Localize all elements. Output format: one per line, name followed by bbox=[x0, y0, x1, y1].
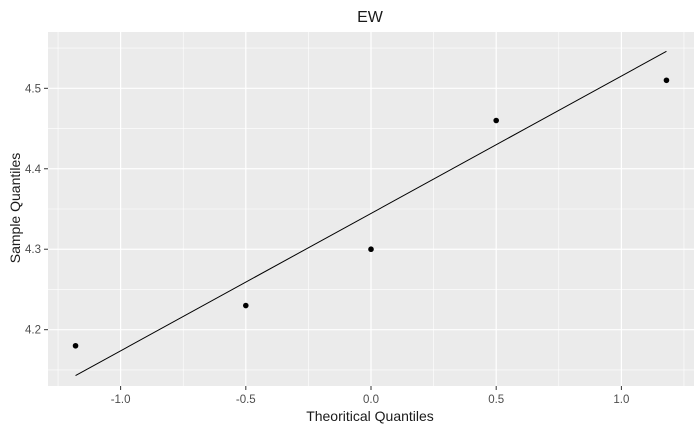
data-point bbox=[368, 246, 374, 253]
qq-reference-line bbox=[75, 50, 667, 376]
data-point bbox=[493, 117, 499, 124]
x-tick-label: 0.0 bbox=[363, 394, 379, 406]
y-tick-label: 4.2 bbox=[25, 325, 41, 337]
x-tick-label: 0.5 bbox=[488, 394, 504, 406]
chart-title: EW bbox=[357, 9, 384, 26]
major-gridlines bbox=[48, 32, 694, 386]
y-axis: 4.2 4.3 4.4 4.5 bbox=[25, 83, 48, 337]
y-axis-label: Sample Quantiles bbox=[7, 153, 23, 264]
y-tick-label: 4.3 bbox=[25, 244, 41, 256]
data-points bbox=[72, 77, 670, 349]
x-axis-label: Theoritical Quantiles bbox=[306, 408, 434, 424]
x-tick-label: -1.0 bbox=[111, 394, 131, 406]
y-tick-label: 4.5 bbox=[25, 83, 41, 95]
reference-line-group bbox=[75, 50, 667, 376]
x-tick-label: 1.0 bbox=[613, 394, 629, 406]
x-tick-label: -0.5 bbox=[236, 394, 256, 406]
data-point bbox=[663, 77, 670, 84]
data-point bbox=[72, 342, 79, 349]
data-point bbox=[243, 302, 249, 309]
y-tick-label: 4.4 bbox=[25, 164, 42, 176]
x-axis: -1.0 -0.5 0.0 0.5 1.0 bbox=[111, 386, 629, 406]
